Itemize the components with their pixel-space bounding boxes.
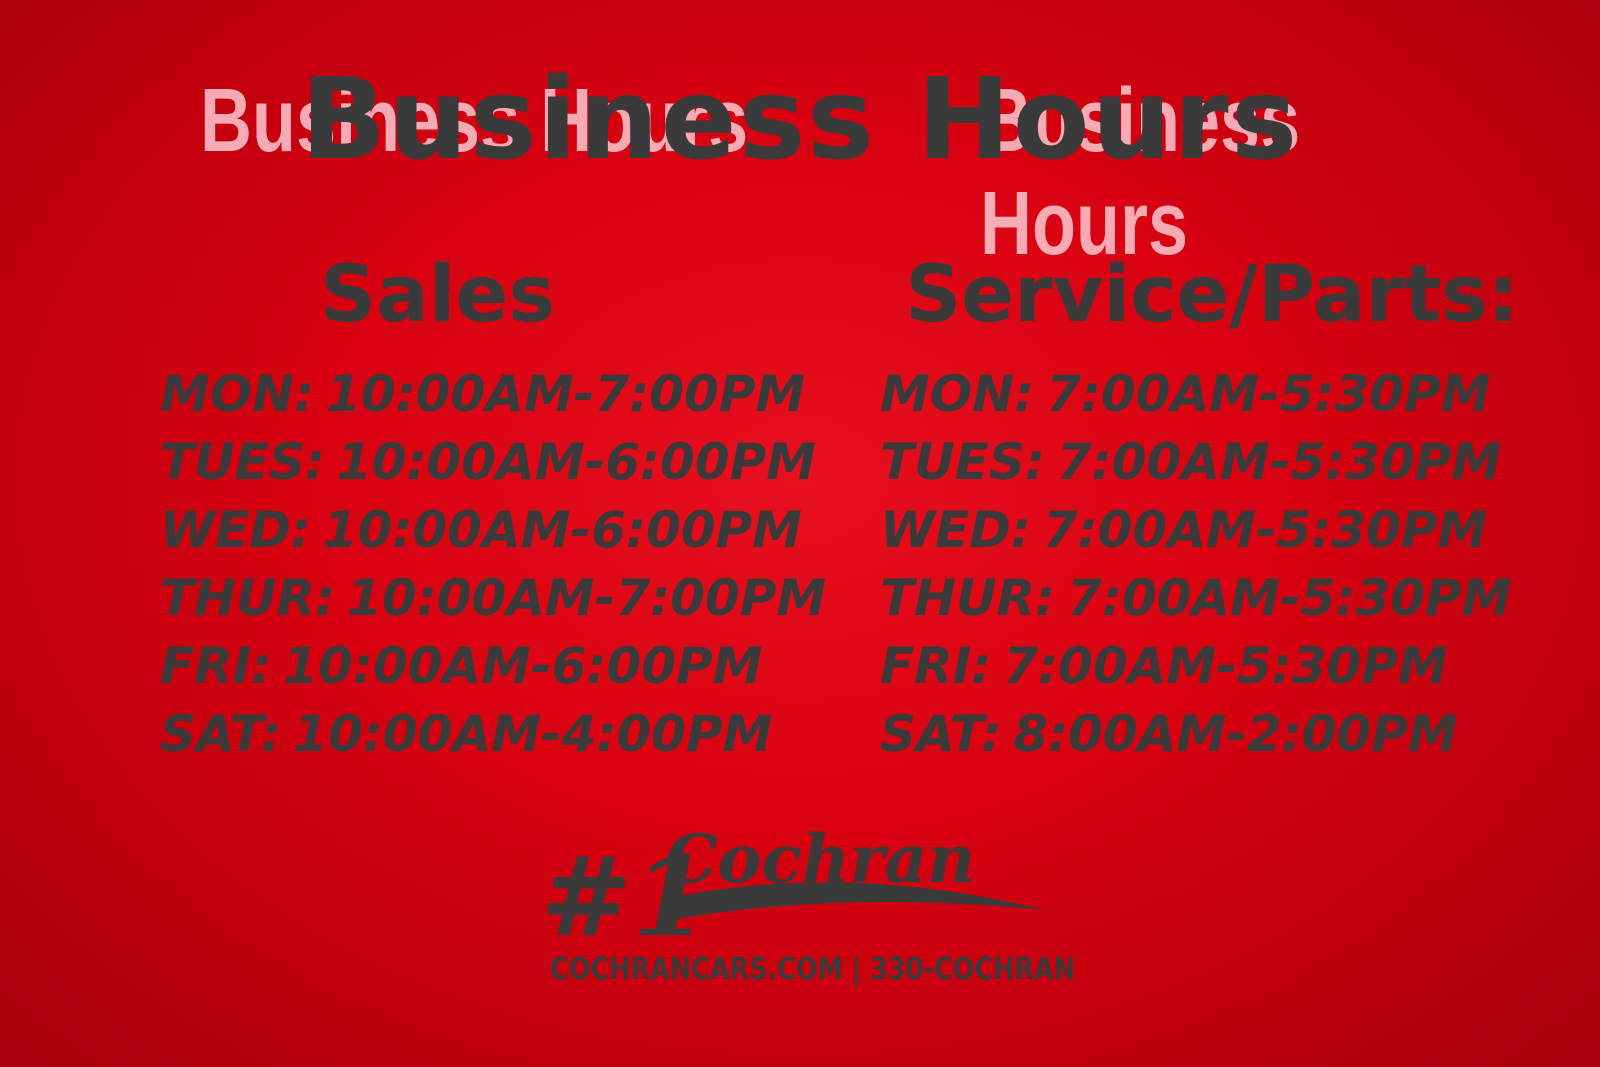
cochran-logo: #1 Cochran — [540, 820, 1045, 950]
hours-row: WED: 7:00AM-5:30PM — [880, 496, 1519, 564]
time-range: 7:00AM-5:30PM — [1067, 569, 1512, 627]
hours-row: SAT: 10:00AM-4:00PM — [160, 700, 826, 768]
day-label: THUR: — [160, 569, 336, 627]
glitch-ghost-title-right: Business Hours — [980, 71, 1301, 274]
day-label: THUR: — [880, 569, 1056, 627]
time-range: 7:00AM-5:30PM — [1042, 501, 1488, 559]
time-range: 10:00AM-7:00PM — [326, 365, 806, 423]
service-hours-section: Service/Parts: MON: 7:00AM-5:30PM TUES: 7:… — [880, 250, 1519, 768]
logo-number-one: #1 — [540, 832, 709, 950]
time-range: 7:00AM-5:30PM — [1056, 433, 1502, 491]
time-range: 10:00AM-6:00PM — [283, 637, 763, 695]
hours-row: WED: 10:00AM-6:00PM — [160, 496, 826, 564]
service-heading: Service/Parts: — [905, 250, 1519, 340]
time-range: 8:00AM-2:00PM — [1013, 705, 1458, 763]
hours-row: FRI: 7:00AM-5:30PM — [880, 632, 1519, 700]
time-range: 10:00AM-7:00PM — [347, 569, 827, 627]
time-range: 10:00AM-4:00PM — [293, 705, 773, 763]
page-title: Business Hours — [300, 55, 1300, 185]
hours-row: THUR: 10:00AM-7:00PM — [160, 564, 826, 632]
day-label: FRI: — [880, 637, 992, 695]
hours-row: TUES: 7:00AM-5:30PM — [880, 428, 1519, 496]
logo-swoosh — [660, 882, 1045, 920]
time-range: 7:00AM-5:30PM — [1046, 365, 1491, 423]
day-label: SAT: — [160, 705, 282, 763]
day-label: WED: — [880, 501, 1031, 559]
glitch-ghost-title-left: Business Hours — [200, 71, 749, 171]
contact-line: COCHRANCARS.COM | 330-COCHRAN — [550, 952, 1076, 987]
day-label: MON: — [880, 365, 1035, 423]
day-label: TUES: — [880, 433, 1045, 491]
time-range: 10:00AM-6:00PM — [336, 433, 817, 491]
day-label: WED: — [160, 501, 311, 559]
hours-row: TUES: 10:00AM-6:00PM — [160, 428, 826, 496]
time-range: 10:00AM-6:00PM — [322, 501, 802, 559]
day-label: SAT: — [880, 705, 1002, 763]
hours-row: SAT: 8:00AM-2:00PM — [880, 700, 1519, 768]
time-range: 7:00AM-5:30PM — [1003, 637, 1448, 695]
day-label: MON: — [160, 365, 315, 423]
hours-row: MON: 7:00AM-5:30PM — [880, 360, 1519, 428]
hours-row: THUR: 7:00AM-5:30PM — [880, 564, 1519, 632]
day-label: TUES: — [160, 433, 325, 491]
hours-row: FRI: 10:00AM-6:00PM — [160, 632, 826, 700]
sales-heading: Sales — [320, 250, 555, 340]
day-label: FRI: — [160, 637, 272, 695]
sales-hours-section: Sales MON: 10:00AM-7:00PM TUES: 10:00AM-6:… — [160, 250, 826, 768]
hours-row: MON: 10:00AM-7:00PM — [160, 360, 826, 428]
